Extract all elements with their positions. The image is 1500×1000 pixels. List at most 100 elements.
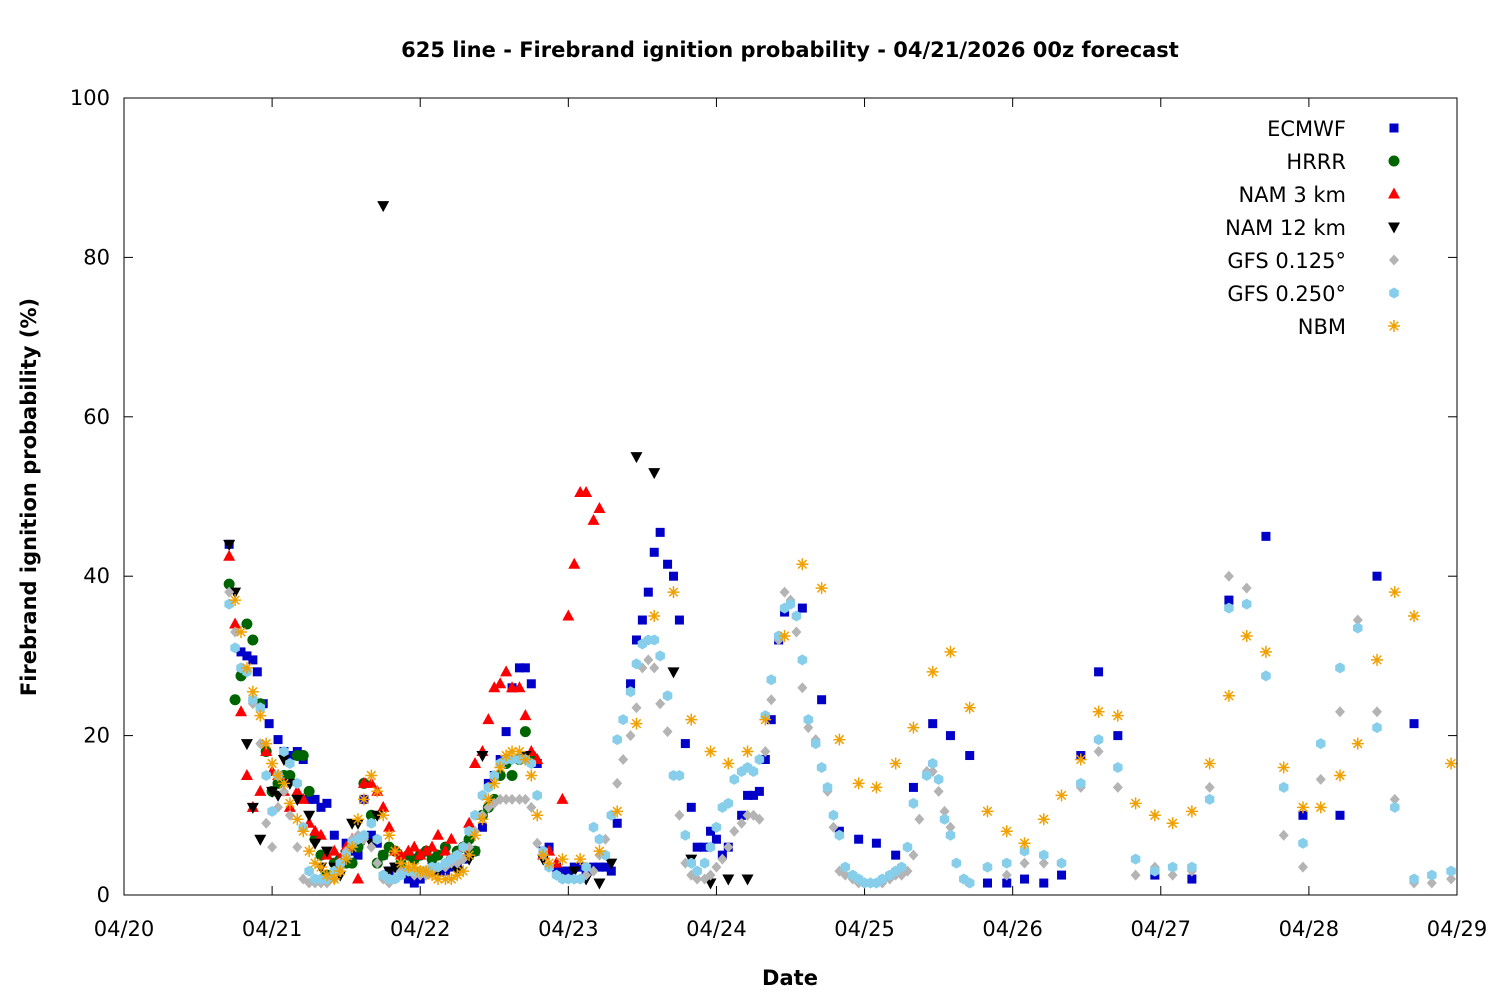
data-point [908, 849, 919, 861]
data-point [501, 793, 512, 805]
data-point [377, 800, 390, 812]
data-point [366, 830, 376, 840]
data-point [519, 753, 532, 766]
data-point [600, 862, 610, 872]
data-point [1315, 738, 1326, 750]
legend-item: GFS 0.125° [1227, 249, 1399, 273]
data-point [1167, 861, 1178, 873]
data-point [303, 845, 316, 858]
data-point [403, 874, 413, 884]
data-point [643, 654, 654, 666]
data-point [1352, 614, 1363, 626]
data-point [309, 838, 322, 850]
data-point [939, 813, 950, 825]
data-point [297, 750, 309, 762]
data-point [964, 877, 975, 889]
x-axis-title: Date [762, 966, 818, 990]
data-point [1409, 719, 1419, 729]
data-point [292, 841, 303, 853]
data-point [254, 709, 267, 722]
data-point [1261, 670, 1271, 682]
x-tick-label: 04/22 [390, 917, 451, 941]
data-point [648, 610, 661, 623]
data-point [254, 834, 267, 846]
data-point [316, 802, 326, 812]
data-point [1187, 874, 1197, 884]
data-point [457, 865, 470, 878]
data-point [686, 802, 696, 812]
data-point [513, 745, 526, 758]
data-point [742, 809, 753, 821]
data-point [1372, 706, 1383, 718]
data-point [242, 651, 252, 661]
data-point [933, 773, 944, 785]
data-point [267, 841, 278, 853]
legend-item: NAM 3 km [1238, 183, 1400, 207]
legend-item: NAM 12 km [1225, 216, 1400, 240]
legend-item: HRRR [1286, 150, 1400, 174]
data-point [476, 813, 489, 826]
legend-marker [1388, 155, 1400, 167]
data-point [643, 587, 653, 597]
data-point [1056, 857, 1067, 869]
data-point [469, 829, 482, 842]
x-tick-label: 04/20 [94, 917, 155, 941]
data-point [606, 866, 616, 876]
data-point [1314, 801, 1327, 814]
legend-marker [1388, 187, 1400, 199]
data-point [692, 865, 702, 877]
data-point [248, 655, 258, 665]
legend-label: NBM [1298, 315, 1346, 339]
data-point [1203, 757, 1216, 770]
data-point [1224, 595, 1234, 605]
data-point [630, 452, 643, 464]
y-axis-title: Firebrand ignition probability (%) [17, 298, 41, 696]
data-point [1277, 761, 1290, 774]
data-point [891, 850, 901, 860]
data-point [631, 635, 641, 645]
data-point [1057, 870, 1067, 880]
data-point [1408, 610, 1421, 623]
data-point [248, 694, 258, 706]
data-point [933, 785, 944, 797]
data-point [506, 745, 519, 758]
data-point [1351, 737, 1364, 750]
x-tick-label: 04/26 [982, 917, 1043, 941]
data-point [1055, 789, 1068, 802]
data-point [334, 865, 347, 878]
data-point [240, 739, 253, 751]
data-point [926, 665, 939, 678]
data-point [229, 594, 242, 607]
data-point [828, 809, 839, 821]
data-point [1315, 773, 1326, 785]
data-point [433, 861, 443, 873]
data-point [320, 869, 333, 882]
data-point [754, 813, 765, 825]
data-point [680, 829, 691, 841]
data-point [531, 809, 544, 822]
data-point [482, 713, 495, 725]
data-point [520, 793, 531, 805]
data-point [817, 695, 827, 705]
data-point [464, 825, 474, 837]
data-point [1018, 837, 1031, 850]
data-point [704, 745, 717, 758]
data-point [482, 793, 495, 806]
data-point [711, 821, 722, 833]
data-point [748, 790, 758, 800]
data-point [371, 785, 384, 798]
plot-frame [123, 97, 1458, 896]
data-point [796, 558, 809, 571]
data-point [612, 777, 623, 789]
data-point [389, 845, 402, 858]
data-point [292, 777, 303, 789]
data-point [1296, 801, 1309, 814]
data-point [963, 701, 976, 714]
data-point [526, 757, 537, 769]
data-point [754, 786, 764, 796]
data-point [626, 679, 636, 689]
data-point [291, 784, 304, 796]
data-point [329, 830, 339, 840]
legend-item: NBM [1298, 315, 1400, 339]
data-point [483, 781, 494, 793]
